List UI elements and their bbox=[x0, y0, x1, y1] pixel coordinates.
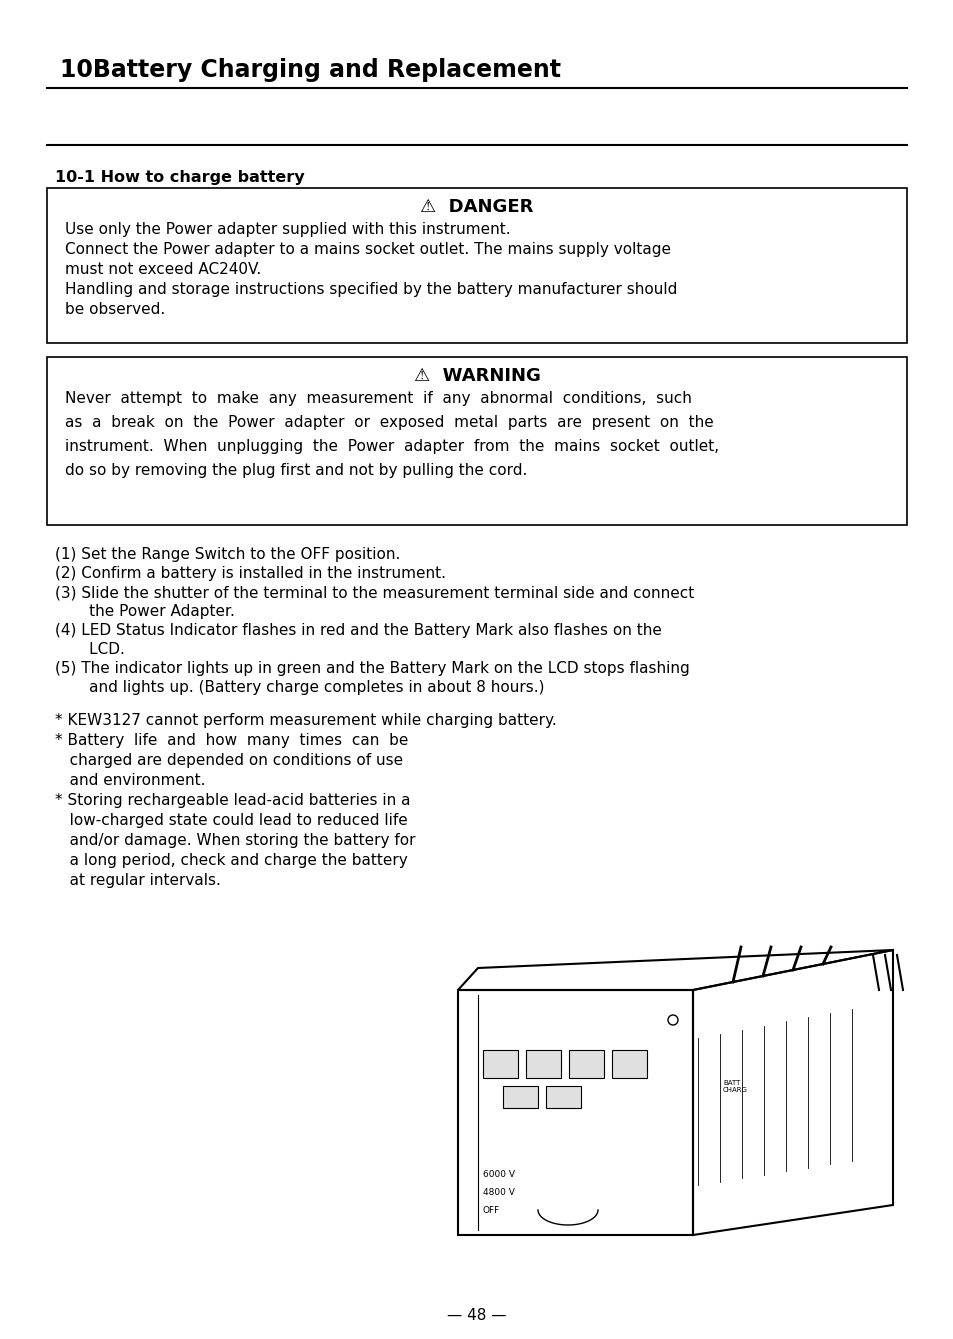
Text: low-charged state could lead to reduced life: low-charged state could lead to reduced … bbox=[55, 813, 407, 828]
Text: 4800 V: 4800 V bbox=[482, 1188, 515, 1197]
Text: ⚠  DANGER: ⚠ DANGER bbox=[420, 198, 533, 216]
Text: and/or damage. When storing the battery for: and/or damage. When storing the battery … bbox=[55, 833, 416, 848]
Text: and lights up. (Battery charge completes in about 8 hours.): and lights up. (Battery charge completes… bbox=[55, 680, 544, 695]
Text: * Storing rechargeable lead-acid batteries in a: * Storing rechargeable lead-acid batteri… bbox=[55, 793, 410, 807]
Text: (1) Set the Range Switch to the OFF position.: (1) Set the Range Switch to the OFF posi… bbox=[55, 548, 400, 562]
Text: must not exceed AC240V.: must not exceed AC240V. bbox=[65, 262, 261, 277]
Text: and environment.: and environment. bbox=[55, 773, 205, 787]
Text: (4) LED Status Indicator flashes in red and the Battery Mark also flashes on the: (4) LED Status Indicator flashes in red … bbox=[55, 623, 661, 637]
Text: as  a  break  on  the  Power  adapter  or  exposed  metal  parts  are  present  : as a break on the Power adapter or expos… bbox=[65, 415, 713, 430]
Text: (5) The indicator lights up in green and the Battery Mark on the LCD stops flash: (5) The indicator lights up in green and… bbox=[55, 661, 689, 676]
Text: 10-1 How to charge battery: 10-1 How to charge battery bbox=[55, 170, 304, 185]
Text: OFF: OFF bbox=[482, 1206, 499, 1214]
Text: at regular intervals.: at regular intervals. bbox=[55, 873, 221, 888]
Polygon shape bbox=[568, 1050, 603, 1078]
Text: (3) Slide the shutter of the terminal to the measurement terminal side and conne: (3) Slide the shutter of the terminal to… bbox=[55, 585, 694, 600]
Text: be observed.: be observed. bbox=[65, 303, 165, 317]
Text: Use only the Power adapter supplied with this instrument.: Use only the Power adapter supplied with… bbox=[65, 222, 510, 237]
Text: instrument.  When  unplugging  the  Power  adapter  from  the  mains  socket  ou: instrument. When unplugging the Power ad… bbox=[65, 439, 719, 454]
Text: do so by removing the plug first and not by pulling the cord.: do so by removing the plug first and not… bbox=[65, 463, 527, 478]
Text: the Power Adapter.: the Power Adapter. bbox=[55, 604, 234, 619]
Polygon shape bbox=[502, 1086, 537, 1107]
Text: — 48 —: — 48 — bbox=[447, 1308, 506, 1323]
FancyBboxPatch shape bbox=[47, 358, 906, 525]
Polygon shape bbox=[612, 1050, 646, 1078]
Polygon shape bbox=[545, 1086, 580, 1107]
Polygon shape bbox=[482, 1050, 517, 1078]
Text: Never  attempt  to  make  any  measurement  if  any  abnormal  conditions,  such: Never attempt to make any measurement if… bbox=[65, 391, 691, 406]
Text: a long period, check and charge the battery: a long period, check and charge the batt… bbox=[55, 853, 407, 868]
Text: Connect the Power adapter to a mains socket outlet. The mains supply voltage: Connect the Power adapter to a mains soc… bbox=[65, 242, 670, 257]
Text: * KEW3127 cannot perform measurement while charging battery.: * KEW3127 cannot perform measurement whi… bbox=[55, 712, 557, 728]
Text: 10Battery Charging and Replacement: 10Battery Charging and Replacement bbox=[60, 58, 560, 82]
Text: BATT
CHARG: BATT CHARG bbox=[722, 1081, 747, 1093]
Polygon shape bbox=[525, 1050, 560, 1078]
Text: (2) Confirm a battery is installed in the instrument.: (2) Confirm a battery is installed in th… bbox=[55, 566, 446, 581]
Text: 6000 V: 6000 V bbox=[482, 1170, 515, 1180]
Text: charged are depended on conditions of use: charged are depended on conditions of us… bbox=[55, 753, 403, 769]
Text: * Battery  life  and  how  many  times  can  be: * Battery life and how many times can be bbox=[55, 732, 408, 749]
FancyBboxPatch shape bbox=[47, 187, 906, 343]
Text: LCD.: LCD. bbox=[55, 641, 125, 657]
Text: Handling and storage instructions specified by the battery manufacturer should: Handling and storage instructions specif… bbox=[65, 283, 677, 297]
Text: ⚠  WARNING: ⚠ WARNING bbox=[414, 367, 539, 386]
